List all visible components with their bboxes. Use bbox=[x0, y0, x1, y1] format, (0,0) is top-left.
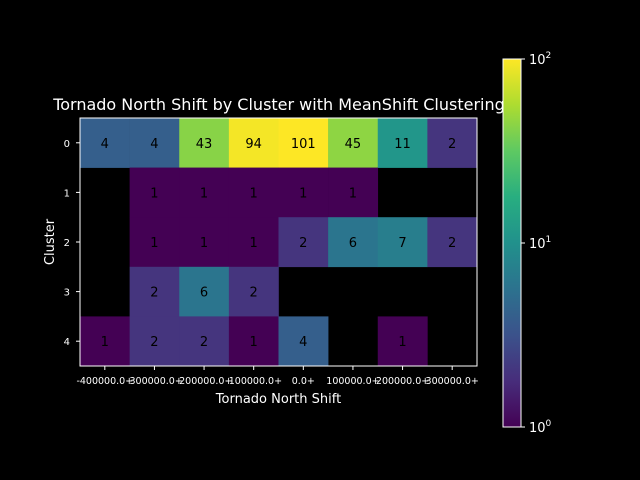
cell-value-label: 1 bbox=[250, 186, 258, 201]
heatmap-cell bbox=[129, 316, 180, 367]
heatmap-cell bbox=[278, 167, 329, 218]
heatmap-cell bbox=[427, 217, 478, 268]
heatmap-cell bbox=[129, 217, 180, 268]
heatmap-cell bbox=[228, 266, 279, 317]
heatmap-cell bbox=[179, 167, 230, 218]
cell-value-label: 6 bbox=[200, 286, 208, 301]
heatmap-cell bbox=[179, 266, 230, 317]
cell-value-label: 4 bbox=[101, 137, 109, 152]
x-tick-label: 0.0+ bbox=[292, 376, 315, 387]
x-tick-label: -100000.0+ bbox=[225, 376, 282, 387]
heatmap-cell bbox=[129, 167, 180, 218]
heatmap-cell bbox=[80, 316, 130, 367]
heatmap-cell bbox=[179, 118, 230, 168]
y-tick-label: 1 bbox=[64, 188, 70, 199]
x-tick-label: 100000.0+ bbox=[326, 376, 379, 387]
cell-value-label: 7 bbox=[398, 236, 406, 251]
cell-value-label: 1 bbox=[200, 186, 208, 201]
cell-labels: 4 4 43 94 101 45 11 21 1 1 1 11 1 1 2 6 7 22 6 21 2 2 1 4 1 bbox=[101, 137, 457, 350]
cell-value-label: 2 bbox=[250, 286, 258, 301]
colorbar-tick-label: 101 bbox=[529, 235, 551, 252]
heatmap-cell bbox=[377, 316, 428, 367]
cell-value-label: 2 bbox=[448, 137, 456, 152]
heatmap-cell bbox=[377, 217, 428, 268]
heatmap-cell bbox=[129, 118, 180, 168]
cell-value-label: 6 bbox=[349, 236, 357, 251]
x-tick-label: 200000.0+ bbox=[376, 376, 429, 387]
cell-value-label: 2 bbox=[150, 335, 158, 350]
heatmap-cell bbox=[80, 118, 130, 168]
colorbar-tick-label: 100 bbox=[529, 419, 552, 436]
cell-value-label: 45 bbox=[345, 137, 362, 152]
x-tick-label: -200000.0+ bbox=[176, 376, 233, 387]
colorbar bbox=[502, 58, 522, 428]
y-tick-label: 4 bbox=[64, 337, 70, 348]
y-tick-label: 0 bbox=[64, 139, 70, 150]
x-tick-label: 300000.0+ bbox=[426, 376, 479, 387]
cell-value-label: 1 bbox=[200, 236, 208, 251]
x-axis-ticks: -400000.0+-300000.0+-200000.0+-100000.0+… bbox=[76, 366, 479, 387]
cell-value-label: 2 bbox=[200, 335, 208, 350]
heatmap-cells bbox=[80, 118, 478, 367]
cell-value-label: 1 bbox=[398, 335, 406, 350]
heatmap-cell bbox=[328, 167, 379, 218]
cell-value-label: 1 bbox=[150, 186, 158, 201]
x-tick-label: -300000.0+ bbox=[126, 376, 183, 387]
cell-value-label: 43 bbox=[196, 137, 213, 152]
cell-value-label: 11 bbox=[394, 137, 411, 152]
y-axis-label: Cluster bbox=[43, 218, 58, 265]
heatmap-cell bbox=[278, 217, 329, 268]
cell-value-label: 1 bbox=[101, 335, 109, 350]
heatmap-cell bbox=[328, 217, 379, 268]
cell-value-label: 2 bbox=[299, 236, 307, 251]
cell-value-label: 1 bbox=[150, 236, 158, 251]
heatmap-cell bbox=[278, 316, 329, 367]
cell-value-label: 94 bbox=[245, 137, 262, 152]
cell-value-label: 2 bbox=[150, 286, 158, 301]
heatmap-cell bbox=[228, 167, 279, 218]
heatmap-cell bbox=[427, 118, 478, 168]
heatmap-cell bbox=[228, 118, 279, 168]
heatmap-cell bbox=[228, 217, 279, 268]
heatmap-cell bbox=[278, 118, 329, 168]
heatmap-cell bbox=[228, 316, 279, 367]
cell-value-label: 1 bbox=[349, 186, 357, 201]
x-axis-label: Tornado North Shift bbox=[215, 392, 341, 407]
x-tick-label: -400000.0+ bbox=[76, 376, 133, 387]
colorbar-ticks: 100 101 102 bbox=[521, 51, 552, 436]
chart-title: Tornado North Shift by Cluster with Mean… bbox=[52, 95, 505, 114]
heatmap-cell bbox=[129, 266, 180, 317]
y-axis-ticks: 0 1 2 3 4 bbox=[64, 139, 80, 348]
colorbar-tick-label: 102 bbox=[529, 51, 551, 68]
cell-value-label: 2 bbox=[448, 236, 456, 251]
heatmap-cell bbox=[179, 217, 230, 268]
cell-value-label: 101 bbox=[291, 137, 316, 152]
heatmap-cell bbox=[377, 118, 428, 168]
cell-value-label: 4 bbox=[150, 137, 158, 152]
cell-value-label: 4 bbox=[299, 335, 307, 350]
y-tick-label: 3 bbox=[64, 288, 70, 299]
heatmap-cell bbox=[179, 316, 230, 367]
y-tick-label: 2 bbox=[64, 238, 70, 249]
cell-value-label: 1 bbox=[299, 186, 307, 201]
cell-value-label: 1 bbox=[250, 236, 258, 251]
heatmap-cell bbox=[328, 118, 379, 168]
cell-value-label: 1 bbox=[250, 335, 258, 350]
